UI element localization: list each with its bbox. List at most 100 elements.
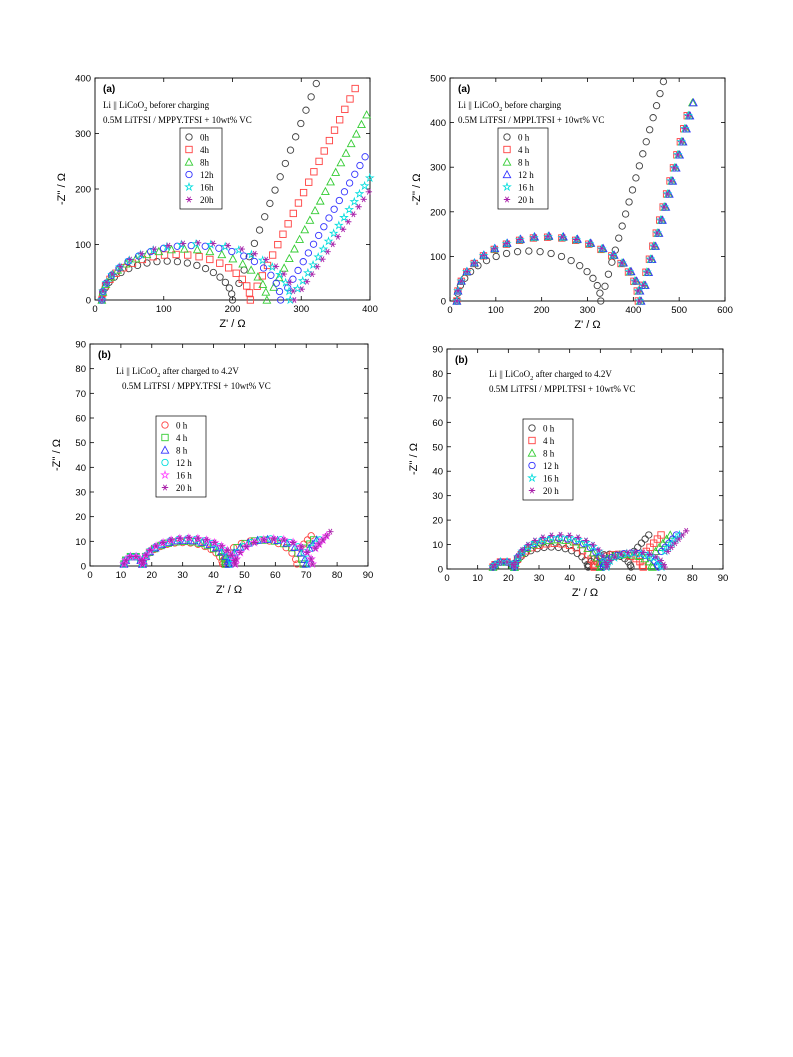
data-point xyxy=(569,537,579,546)
data-point xyxy=(574,534,582,541)
y-tick-label: 300 xyxy=(75,129,91,140)
x-tick-label: 70 xyxy=(301,570,312,581)
y-tick-label: 10 xyxy=(75,537,86,548)
data-point xyxy=(674,151,682,158)
y-tick-label: 300 xyxy=(430,163,446,174)
data-point xyxy=(261,213,269,221)
legend-label: 0 h xyxy=(518,133,530,143)
data-point xyxy=(618,259,626,266)
data-point xyxy=(336,157,346,167)
y-tick-label: 10 xyxy=(432,540,443,551)
x-tick-label: 100 xyxy=(156,304,172,315)
y-tick-label: 30 xyxy=(432,491,443,502)
data-point xyxy=(315,157,323,166)
legend-marker xyxy=(185,145,193,154)
data-point xyxy=(660,204,668,211)
annotation-line-1-main: Li || LiCoO xyxy=(116,366,158,376)
data-point xyxy=(627,552,635,560)
legend-marker xyxy=(528,424,536,432)
x-tick-label: 400 xyxy=(362,304,378,315)
data-point xyxy=(307,93,315,101)
data-point xyxy=(302,547,313,557)
data-point xyxy=(345,218,352,225)
x-tick-label: 50 xyxy=(595,573,606,584)
data-point xyxy=(272,279,280,287)
data-point xyxy=(228,254,238,263)
legend-box xyxy=(179,127,223,210)
legend-marker xyxy=(161,484,169,491)
y-tick-label: 0 xyxy=(86,296,91,307)
data-point xyxy=(222,545,233,555)
data-point xyxy=(299,258,307,266)
data-point xyxy=(648,241,659,251)
data-point xyxy=(173,257,182,266)
x-axis-label: Z' / Ω xyxy=(219,318,245,330)
plot-frame xyxy=(94,77,371,301)
data-point xyxy=(216,273,224,281)
data-point xyxy=(679,123,690,133)
data-point xyxy=(357,119,366,128)
data-point xyxy=(625,198,633,206)
data-point xyxy=(597,297,605,305)
data-point xyxy=(323,236,334,246)
data-point xyxy=(335,196,343,205)
data-point xyxy=(651,546,660,556)
data-point xyxy=(604,270,613,278)
data-point xyxy=(276,173,284,181)
x-tick-label: 20 xyxy=(503,573,514,584)
y-tick-label: 30 xyxy=(75,488,86,499)
panel-label: (b) xyxy=(455,355,468,366)
data-point xyxy=(362,110,372,119)
data-point xyxy=(490,559,500,569)
chart-panel-top-right: 0 100 200 300 400 500 600 0 100 200 300 400 500 Z' / … xyxy=(405,70,740,340)
data-point xyxy=(183,259,192,267)
annotation-line-1: Li || LiCoO2 after charged to 4.2V xyxy=(116,366,239,379)
y-tick-label: 400 xyxy=(430,118,446,129)
data-point xyxy=(289,275,297,283)
data-point xyxy=(315,196,325,205)
data-series-group xyxy=(97,79,375,305)
x-tick-label: 50 xyxy=(239,570,250,581)
data-point xyxy=(158,537,168,547)
legend-marker xyxy=(503,196,511,203)
annotation-line-1: Li || LiCoO2 beforer charging xyxy=(103,100,210,113)
data-point xyxy=(261,287,271,296)
data-point xyxy=(269,282,279,291)
data-point xyxy=(621,210,630,218)
data-point xyxy=(318,244,329,254)
data-point xyxy=(250,257,259,266)
data-point xyxy=(132,553,140,560)
data-point xyxy=(672,149,683,159)
data-point xyxy=(645,531,653,539)
data-point xyxy=(312,79,320,88)
data-point xyxy=(581,556,589,565)
y-tick-label: 90 xyxy=(432,345,443,356)
data-point xyxy=(547,249,555,258)
data-point xyxy=(639,150,647,158)
data-point xyxy=(632,174,640,182)
annotation-line-1-tail: before charging xyxy=(502,100,561,110)
y-tick-label: 90 xyxy=(75,340,86,351)
data-point xyxy=(276,296,285,304)
legend-marker xyxy=(527,472,537,483)
data-point xyxy=(328,228,339,238)
legend-marker xyxy=(161,458,169,467)
data-point xyxy=(288,537,298,547)
data-point xyxy=(586,240,593,247)
data-point xyxy=(360,196,367,203)
data-point xyxy=(543,231,553,241)
data-point xyxy=(174,533,185,543)
data-point xyxy=(657,557,665,564)
data-point xyxy=(303,267,313,278)
data-point xyxy=(122,557,129,564)
data-point xyxy=(310,205,320,215)
data-point xyxy=(536,248,544,256)
data-point xyxy=(307,532,315,540)
data-point xyxy=(320,186,330,196)
data-point xyxy=(165,242,172,249)
data-point xyxy=(650,539,658,547)
data-point xyxy=(304,549,311,556)
data-point xyxy=(127,553,134,560)
y-tick-label: 0 xyxy=(438,565,443,576)
data-point xyxy=(491,561,499,568)
